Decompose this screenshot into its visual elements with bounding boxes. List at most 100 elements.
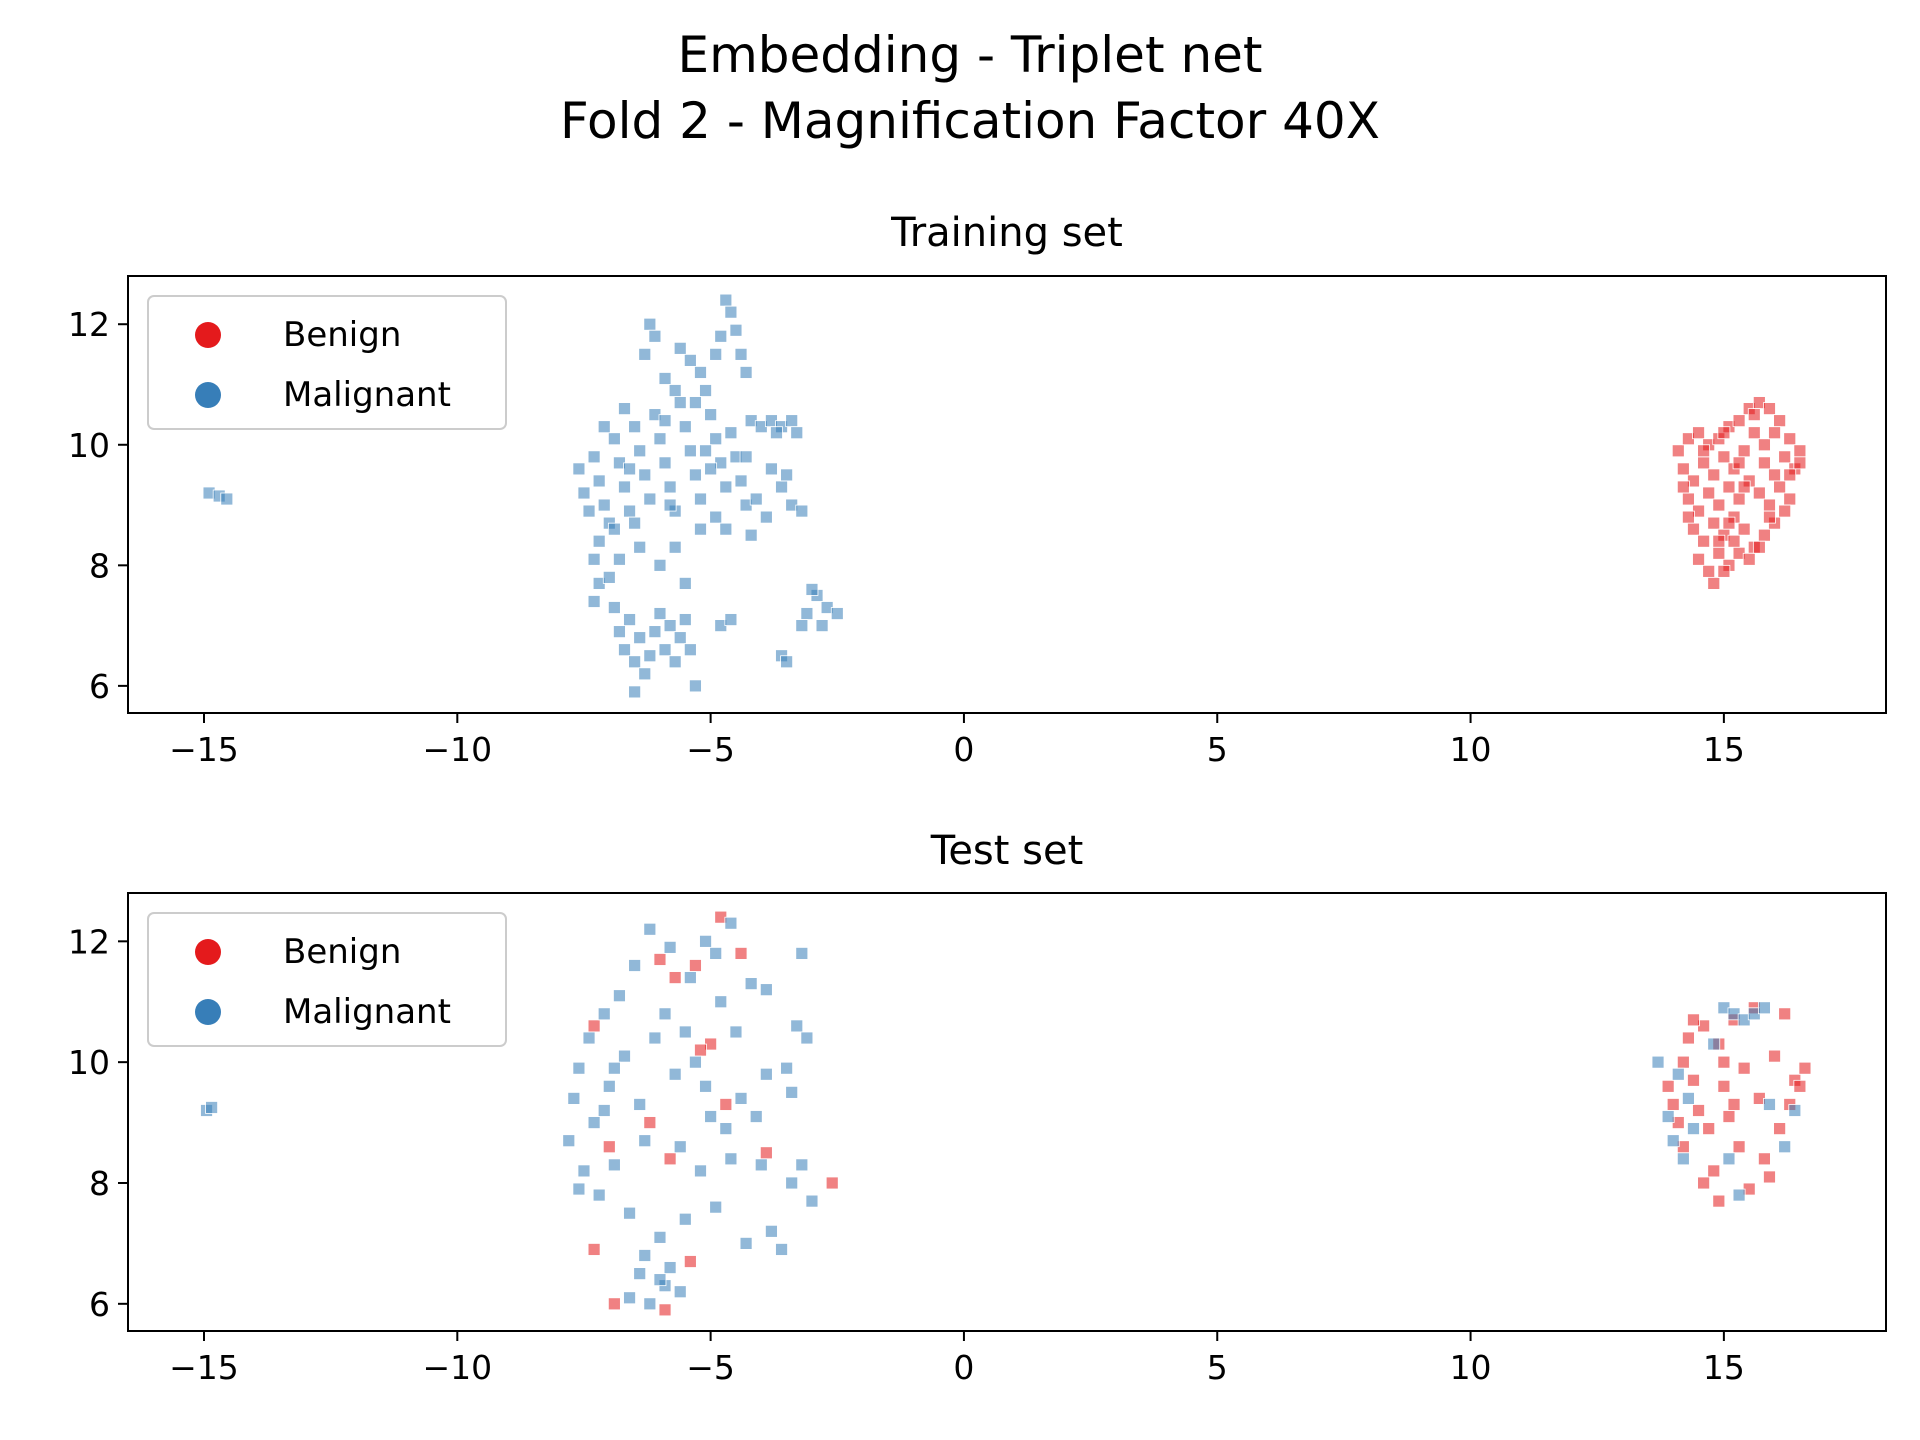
training-x-tick-label: −15 (169, 730, 239, 769)
test-benign-point (1768, 1049, 1781, 1063)
training-malignant-point (719, 522, 733, 536)
test-malignant-point (592, 1188, 606, 1202)
training-malignant-point (724, 305, 738, 319)
test-malignant-point (790, 1019, 804, 1033)
training-benign-point (1783, 468, 1797, 482)
training-malignant-point (709, 432, 723, 446)
training-benign-point (1732, 414, 1746, 428)
test-malignant-point (744, 977, 758, 991)
test-malignant-point (643, 922, 657, 936)
training-malignant-point (689, 468, 702, 482)
training-legend-label-malignant: Malignant (283, 375, 451, 415)
training-malignant-point (618, 402, 631, 416)
training-malignant-point (643, 492, 657, 506)
training-x-tick-label: 15 (1703, 730, 1745, 769)
training-malignant-point (678, 577, 692, 590)
test-malignant-point (577, 1164, 591, 1178)
test-malignant-point (653, 1273, 667, 1287)
test-malignant-point (775, 1243, 788, 1256)
test-malignant-point (795, 947, 809, 960)
training-y-tick-label: 6 (89, 667, 110, 706)
training-benign-point (1752, 540, 1766, 554)
training-malignant-point (628, 685, 642, 699)
training-set-panel: Training set −15 −10 −5 0 5 10 15 6 8 10 12 Benign Ma… (68, 210, 1887, 769)
test-malignant-point (805, 1194, 819, 1208)
training-points (202, 293, 1807, 699)
training-malignant-point (607, 601, 621, 614)
training-benign-point (1692, 552, 1705, 566)
training-benign-point (1717, 564, 1731, 578)
training-malignant-point (623, 462, 636, 476)
test-malignant-point (683, 971, 697, 984)
training-malignant-point (699, 384, 712, 397)
test-legend-marker-benign (195, 939, 221, 965)
test-benign-point (825, 1176, 839, 1190)
test-benign-point (1737, 1061, 1751, 1075)
training-malignant-point (613, 552, 626, 566)
training-malignant-point (663, 619, 677, 632)
training-legend-marker-benign (195, 322, 221, 348)
training-malignant-point (683, 444, 697, 458)
training-malignant-point (704, 462, 718, 476)
test-y-tick-label: 12 (68, 922, 110, 961)
test-axes-frame (127, 892, 1887, 1332)
training-malignant-point (739, 366, 753, 379)
test-benign-point (587, 1243, 601, 1256)
test-benign-point (663, 1152, 677, 1166)
test-benign-point (719, 1098, 733, 1111)
test-malignant-point (628, 959, 642, 972)
training-malignant-point (638, 667, 652, 681)
training-malignant-point (663, 480, 677, 494)
training-malignant-point (734, 474, 748, 488)
training-malignant-point (628, 516, 642, 530)
test-malignant-point (623, 1291, 636, 1305)
figure-title-line-1: Embedding - Triplet net (677, 26, 1262, 84)
training-malignant-point (714, 329, 728, 343)
test-legend-label-malignant: Malignant (283, 992, 451, 1032)
test-malignant-point (1682, 1092, 1695, 1105)
test-malignant-point (607, 1061, 621, 1075)
training-benign-point (1712, 498, 1726, 512)
test-malignant-point (623, 1206, 636, 1220)
test-malignant-point (673, 1140, 687, 1154)
test-malignant-point (759, 983, 773, 997)
training-malignant-point (628, 420, 642, 434)
training-malignant-point (805, 583, 819, 596)
training-malignant-point (587, 552, 601, 566)
test-x-tick-label: 0 (953, 1348, 974, 1387)
training-malignant-point (724, 613, 738, 626)
training-benign-point (1737, 444, 1751, 458)
training-malignant-point (607, 522, 621, 536)
training-malignant-point (618, 643, 631, 657)
training-benign-point (1768, 468, 1781, 482)
training-malignant-point (815, 619, 829, 632)
training-benign-point (1712, 534, 1726, 548)
test-legend-marker-malignant (195, 999, 221, 1025)
test-malignant-point (638, 1134, 652, 1148)
training-benign-point (1697, 456, 1711, 470)
test-malignant-point (618, 1049, 631, 1063)
test-malignant-point (709, 1200, 723, 1214)
test-malignant-point (663, 1261, 677, 1274)
test-malignant-point (582, 1031, 596, 1045)
training-benign-point (1717, 450, 1731, 464)
training-benign-point (1722, 516, 1736, 530)
test-malignant-point (765, 1224, 778, 1238)
test-malignant-point (709, 947, 723, 960)
test-benign-point (759, 1146, 773, 1160)
training-malignant-point (719, 293, 733, 307)
training-benign-point (1763, 498, 1776, 512)
training-benign-point (1778, 450, 1792, 464)
training-malignant-point (775, 480, 788, 494)
test-x-tick-label: −10 (422, 1348, 492, 1387)
test-malignant-point (1676, 1152, 1690, 1166)
training-benign-point (1671, 444, 1685, 458)
training-malignant-point (749, 492, 763, 506)
test-malignant-point (613, 989, 626, 1003)
training-benign-point (1793, 456, 1807, 470)
training-malignant-point (643, 649, 657, 663)
training-benign-point (1717, 426, 1731, 440)
test-benign-point (1778, 1007, 1792, 1021)
test-malignant-point (205, 1101, 218, 1114)
training-malignant-point (668, 384, 682, 397)
